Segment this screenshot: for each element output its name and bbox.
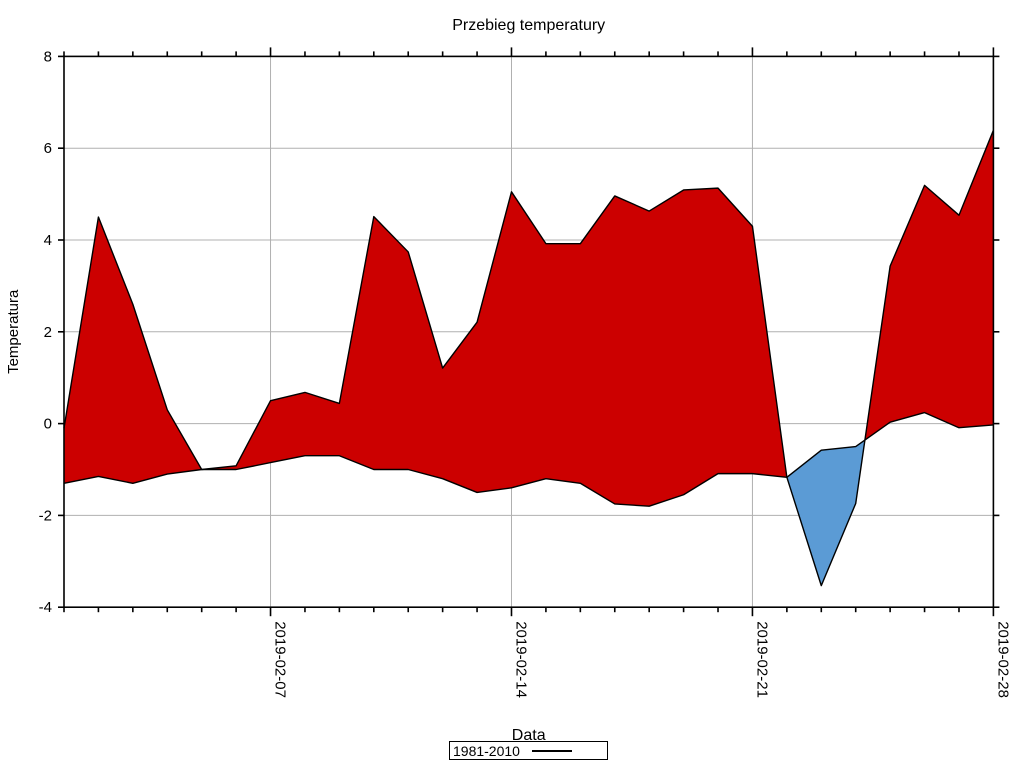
svg-text:-2: -2 bbox=[39, 507, 52, 524]
svg-text:-4: -4 bbox=[39, 599, 52, 616]
svg-text:2: 2 bbox=[44, 324, 52, 341]
svg-text:8: 8 bbox=[44, 48, 52, 65]
svg-text:6: 6 bbox=[44, 140, 52, 157]
svg-text:4: 4 bbox=[44, 232, 52, 249]
svg-text:2019-02-21: 2019-02-21 bbox=[753, 621, 770, 698]
svg-text:0: 0 bbox=[44, 416, 52, 433]
svg-text:Temperatura: Temperatura bbox=[5, 289, 22, 374]
svg-text:2019-02-14: 2019-02-14 bbox=[513, 621, 530, 698]
svg-text:2019-02-28: 2019-02-28 bbox=[994, 621, 1011, 698]
svg-text:2019-02-07: 2019-02-07 bbox=[272, 621, 289, 698]
svg-text:Przebieg temperatury: Przebieg temperatury bbox=[452, 17, 605, 34]
